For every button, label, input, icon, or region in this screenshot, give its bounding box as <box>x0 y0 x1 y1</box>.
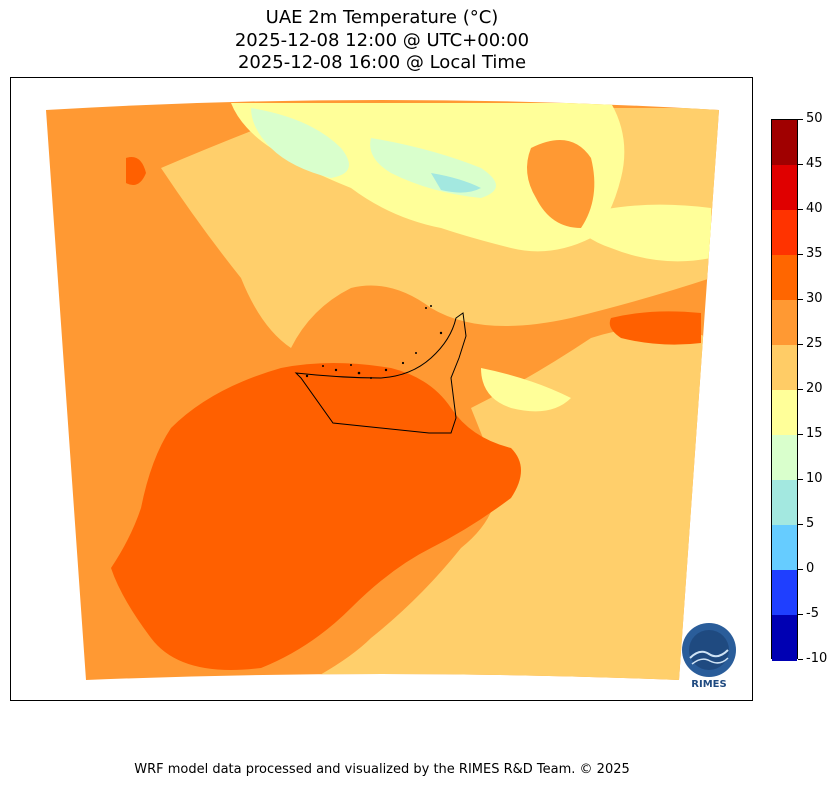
colorbar-segment <box>772 615 797 661</box>
colorbar-tick <box>798 434 803 435</box>
rimes-logo: RIMES <box>682 623 736 690</box>
colorbar-tick <box>798 479 803 480</box>
colorbar-tick-label: 45 <box>806 156 823 171</box>
map-subtitle-local: 2025-12-08 16:00 @ Local Time <box>237 52 527 73</box>
colorbar-segment <box>772 435 797 481</box>
colorbar-segment <box>772 210 797 256</box>
colorbar-tick-label: -10 <box>806 651 828 666</box>
field-hot-east <box>609 311 701 345</box>
temperature-map <box>46 100 719 680</box>
uae-border <box>294 312 467 434</box>
colorbar-segment <box>772 390 797 436</box>
colorbar-tick <box>798 524 803 525</box>
colorbar-segment <box>772 480 797 526</box>
colorbar-tick-label: 25 <box>806 336 823 351</box>
field-hot-north <box>126 157 146 186</box>
colorbar-tick-label: 0 <box>806 561 815 576</box>
field-mild-south <box>311 328 711 680</box>
colorbar-tick-label: 30 <box>806 291 823 306</box>
field-cold-spot <box>431 173 481 193</box>
temperature-field <box>46 100 719 680</box>
footer-credit: WRF model data processed and visualized … <box>134 762 630 777</box>
colorbar-tick <box>798 389 803 390</box>
colorbar-segment <box>772 570 797 616</box>
map-panel <box>10 77 753 701</box>
field-hot-desert <box>111 363 521 670</box>
colorbar-segment <box>772 300 797 346</box>
colorbar-tick <box>798 659 803 660</box>
colorbar-tick-label: 15 <box>806 426 823 441</box>
colorbar-tick-label: 50 <box>806 111 823 126</box>
colorbar-segment <box>772 255 797 301</box>
colorbar-tick <box>798 254 803 255</box>
colorbar-tick-label: 35 <box>806 246 823 261</box>
colorbar-tick <box>798 119 803 120</box>
coastal-islands <box>305 305 443 379</box>
field-cool-gulf <box>481 368 571 412</box>
colorbar-segment <box>772 120 797 166</box>
colorbar-tick-label: 20 <box>806 381 823 396</box>
colorbar-tick-label: 5 <box>806 516 815 531</box>
field-cooler-1 <box>251 108 349 178</box>
colorbar-segment <box>772 525 797 571</box>
map-subtitle-utc: 2025-12-08 12:00 @ UTC+00:00 <box>234 30 530 51</box>
colorbar-tick-label: 40 <box>806 201 823 216</box>
colorbar-tick-label: -5 <box>806 606 819 621</box>
colorbar-segment <box>772 165 797 211</box>
field-cool-east <box>571 204 711 262</box>
map-title: UAE 2m Temperature (°C) <box>265 7 499 28</box>
colorbar-tick <box>798 164 803 165</box>
colorbar-segment <box>772 345 797 391</box>
colorbar-tick <box>798 614 803 615</box>
field-warm-lake <box>527 140 595 228</box>
colorbar-tick <box>798 344 803 345</box>
logo-text: RIMES <box>691 679 726 690</box>
colorbar-tick-label: 10 <box>806 471 823 486</box>
colorbar-tick <box>798 209 803 210</box>
colorbar-tick <box>798 299 803 300</box>
colorbar-tick <box>798 569 803 570</box>
temperature-colorbar <box>771 119 798 661</box>
